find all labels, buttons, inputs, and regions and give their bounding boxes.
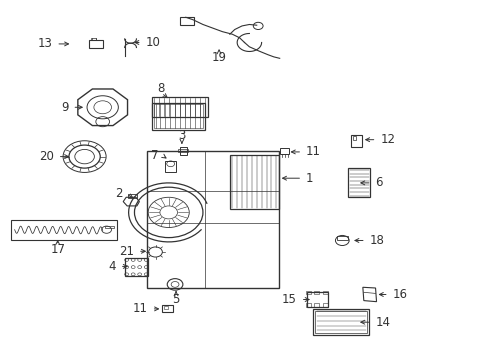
- Text: 4: 4: [108, 260, 116, 273]
- Text: 1: 1: [305, 172, 313, 185]
- Bar: [314, 291, 319, 294]
- Bar: [124, 258, 148, 276]
- Text: 8: 8: [157, 82, 165, 95]
- Bar: [229, 155, 278, 209]
- Bar: [151, 97, 207, 117]
- Bar: [350, 135, 361, 147]
- Bar: [322, 291, 327, 294]
- Bar: [146, 151, 278, 288]
- Text: 12: 12: [380, 133, 395, 146]
- Bar: [337, 236, 347, 240]
- Bar: [151, 103, 205, 130]
- Bar: [352, 136, 356, 140]
- Bar: [180, 17, 193, 25]
- Bar: [347, 168, 369, 197]
- Bar: [305, 291, 310, 294]
- Text: 15: 15: [282, 293, 296, 306]
- Bar: [89, 40, 103, 48]
- Bar: [91, 38, 96, 40]
- Text: 2: 2: [115, 187, 122, 200]
- Bar: [128, 194, 137, 198]
- Bar: [312, 309, 368, 335]
- Text: 11: 11: [305, 145, 321, 158]
- Text: 16: 16: [392, 288, 407, 301]
- Bar: [162, 305, 173, 312]
- Text: 13: 13: [38, 37, 52, 50]
- Bar: [305, 303, 310, 307]
- Bar: [163, 306, 167, 309]
- Text: 21: 21: [119, 245, 134, 258]
- Text: 6: 6: [375, 176, 382, 189]
- Text: 19: 19: [211, 51, 226, 64]
- Text: 10: 10: [145, 36, 160, 49]
- Text: 9: 9: [61, 101, 68, 114]
- Bar: [178, 149, 188, 152]
- Bar: [180, 147, 186, 155]
- Bar: [154, 104, 203, 128]
- Bar: [279, 148, 289, 154]
- Text: 3: 3: [178, 129, 185, 142]
- Text: 14: 14: [375, 316, 390, 329]
- Text: 18: 18: [369, 234, 384, 247]
- Text: 17: 17: [50, 243, 65, 256]
- Text: 20: 20: [39, 150, 54, 163]
- Bar: [105, 226, 114, 228]
- Bar: [11, 220, 117, 240]
- Text: 5: 5: [172, 293, 180, 306]
- Text: 11: 11: [132, 302, 147, 315]
- Bar: [315, 311, 366, 333]
- Bar: [165, 161, 176, 172]
- Bar: [306, 292, 327, 307]
- Bar: [322, 303, 327, 307]
- Bar: [314, 303, 319, 307]
- Text: 7: 7: [151, 149, 158, 162]
